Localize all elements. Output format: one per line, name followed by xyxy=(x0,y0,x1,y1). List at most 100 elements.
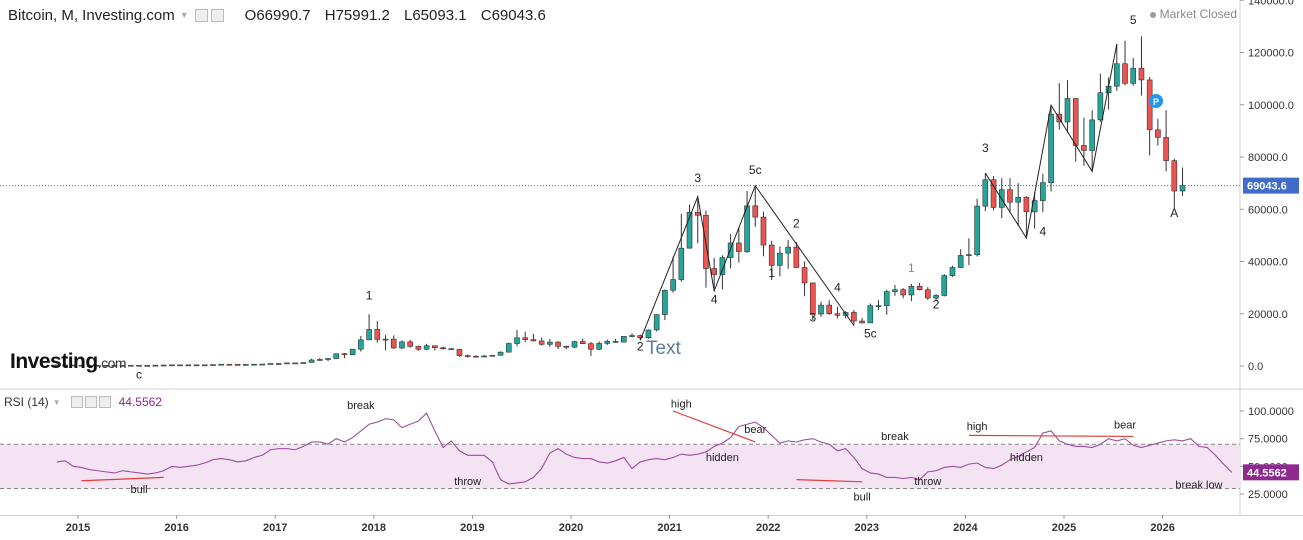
price-tick-label: 60000.0 xyxy=(1248,204,1288,216)
candle-body xyxy=(210,364,216,366)
time-tick-label: 2026 xyxy=(1150,522,1174,534)
candle-body xyxy=(851,312,857,322)
candle-body xyxy=(144,365,151,367)
candle-body xyxy=(990,179,997,208)
rsi-tick-label: 100.0000 xyxy=(1248,406,1294,418)
candle-body xyxy=(818,304,824,315)
candle-body xyxy=(62,364,68,367)
candle-body xyxy=(1023,196,1030,213)
rsi-trend-line xyxy=(81,476,164,482)
candle-body xyxy=(226,363,233,366)
candle-body xyxy=(620,336,627,343)
price-tick-label: 80000.0 xyxy=(1248,152,1288,164)
candle-body xyxy=(752,205,759,218)
candle-body xyxy=(1163,137,1169,161)
gear-icon[interactable] xyxy=(210,8,224,22)
candle-body xyxy=(308,359,315,363)
current-price-label: 69043.6 xyxy=(1247,181,1287,193)
candle-body xyxy=(966,254,972,257)
candle-body xyxy=(497,351,504,356)
logo-suffix: .com xyxy=(97,355,127,371)
candle-body xyxy=(859,320,865,324)
rsi-trend-line xyxy=(672,410,756,443)
candle-body xyxy=(78,364,85,367)
chevron-down-icon[interactable]: ▼ xyxy=(179,10,189,20)
close-value: 69043.6 xyxy=(491,6,546,24)
candle-body xyxy=(925,289,931,299)
price-tick-label: 100000.0 xyxy=(1248,100,1294,112)
candle-body xyxy=(325,358,331,360)
candle-body xyxy=(489,354,496,357)
candle-body xyxy=(432,345,438,349)
candle-body xyxy=(604,341,611,344)
candle-body xyxy=(530,339,537,342)
wave-label: 3 xyxy=(809,311,816,325)
close-icon[interactable] xyxy=(98,396,111,408)
price-tick-label: 0.0 xyxy=(1248,361,1263,373)
candle-body xyxy=(571,341,578,348)
eye-icon[interactable] xyxy=(70,396,83,408)
gear-icon[interactable] xyxy=(84,396,97,408)
candle-body xyxy=(653,314,660,331)
wave-label: 3 xyxy=(982,141,989,155)
wave-label: 5c xyxy=(864,326,877,340)
candle-body xyxy=(341,353,348,356)
price-tick-label: 40000.0 xyxy=(1248,257,1288,269)
candle-body xyxy=(662,289,668,315)
candle-body xyxy=(160,364,167,367)
time-tick-label: 2024 xyxy=(953,522,978,534)
rsi-band xyxy=(0,444,1240,489)
chart-header: Bitcoin, M, Investing.com ▼ O66990.7 H75… xyxy=(0,5,546,25)
rsi-value: 44.5562 xyxy=(118,395,162,409)
wave-label: 5 xyxy=(1130,13,1137,27)
candle-body xyxy=(423,345,430,350)
candle-body xyxy=(407,341,413,347)
rsi-annotation: bull xyxy=(854,492,871,504)
rsi-annotation: hidden xyxy=(1010,452,1043,464)
rsi-value-badge xyxy=(1243,464,1299,481)
market-status-text: Market Closed xyxy=(1159,7,1237,21)
time-tick-label: 2017 xyxy=(263,522,287,534)
rsi-annotation: bear xyxy=(1114,420,1136,432)
candle-body xyxy=(440,347,446,350)
wave-label: 3 xyxy=(694,171,701,185)
candle-body xyxy=(711,268,717,275)
candle-body xyxy=(316,359,323,361)
candle-body xyxy=(1015,196,1022,203)
candle-body xyxy=(629,335,635,337)
chevron-down-icon[interactable]: ▼ xyxy=(52,397,61,407)
candle-body xyxy=(678,247,685,280)
candle-body xyxy=(448,348,455,351)
wave-label: 1 xyxy=(366,288,373,302)
candle-body xyxy=(555,341,561,347)
candle-body xyxy=(70,364,77,367)
candle-body xyxy=(826,304,833,315)
candle-body xyxy=(505,343,512,353)
candle-body xyxy=(1114,63,1120,87)
time-tick-label: 2015 xyxy=(66,522,90,534)
high-label: H xyxy=(324,6,336,24)
time-tick-label: 2016 xyxy=(164,522,188,534)
candle-body xyxy=(760,216,767,246)
wave-label: 2 xyxy=(793,217,800,231)
time-tick-label: 2023 xyxy=(855,522,879,534)
candle-body xyxy=(744,205,750,252)
text-annotation[interactable]: Text xyxy=(646,338,681,359)
rsi-line xyxy=(56,412,1233,485)
market-status: Market Closed xyxy=(1149,7,1237,21)
candle-body xyxy=(719,257,726,275)
high-value: 75991.2 xyxy=(335,6,390,24)
candle-body xyxy=(284,362,290,365)
close-label: C xyxy=(480,6,492,24)
status-dot-icon xyxy=(1149,11,1156,18)
candle-body xyxy=(103,365,109,367)
candle-body xyxy=(218,363,224,366)
candle-body xyxy=(193,364,200,367)
candle-body xyxy=(957,255,964,268)
eye-icon[interactable] xyxy=(194,8,208,22)
candle-body xyxy=(374,329,381,340)
wave-label: 4 xyxy=(834,281,841,295)
candle-body xyxy=(300,362,307,364)
candle-body xyxy=(637,335,644,339)
